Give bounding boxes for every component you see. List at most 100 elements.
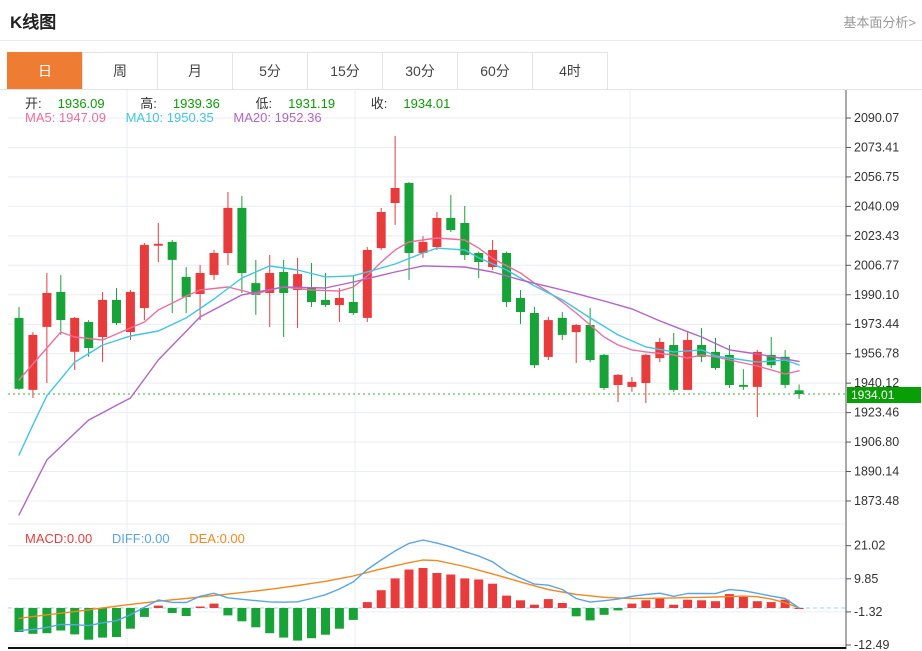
macd-bar bbox=[529, 604, 539, 608]
candle bbox=[125, 291, 135, 332]
y-axis-label: 1990.10 bbox=[854, 288, 899, 302]
ma5-line bbox=[18, 237, 800, 381]
macd-bar bbox=[585, 608, 595, 621]
ma20-line bbox=[18, 265, 800, 516]
macd-bar bbox=[627, 603, 637, 608]
y-axis-label: 1873.48 bbox=[854, 494, 899, 508]
candle bbox=[265, 273, 275, 293]
macd-bar bbox=[460, 578, 470, 608]
macd-value-legend: MACD:0.00 bbox=[25, 531, 93, 546]
macd-bar bbox=[502, 595, 512, 608]
y-axis-label: 2056.75 bbox=[854, 170, 899, 184]
current-price-tag: 1934.01 bbox=[847, 387, 921, 403]
candle bbox=[70, 317, 80, 352]
macd-bar bbox=[14, 608, 24, 632]
candle bbox=[585, 325, 595, 360]
candle bbox=[237, 207, 247, 273]
macd-bar bbox=[112, 608, 121, 637]
high-label: 高: bbox=[140, 96, 157, 111]
page-title: K线图 bbox=[10, 13, 57, 32]
macd-bar bbox=[724, 594, 734, 608]
macd-bar bbox=[334, 608, 344, 629]
candle bbox=[711, 351, 720, 368]
macd-bar bbox=[557, 603, 567, 608]
candle bbox=[669, 345, 679, 390]
candle bbox=[418, 241, 428, 253]
candle bbox=[794, 390, 804, 394]
ohlc-legend: 开: 1936.09 高: 1939.36 低: 1931.19 收: 1934.01 bbox=[25, 93, 482, 112]
candle bbox=[348, 302, 358, 313]
candle bbox=[251, 283, 261, 295]
macd-bar bbox=[543, 599, 553, 608]
ma10-line bbox=[18, 247, 800, 456]
macd-bar bbox=[139, 608, 149, 617]
candle bbox=[432, 218, 442, 247]
candle bbox=[279, 272, 289, 293]
y-axis-label: 1940.12 bbox=[854, 376, 899, 390]
open-label: 开: bbox=[25, 96, 42, 111]
macd-bar bbox=[752, 601, 762, 608]
open-value: 1936.09 bbox=[57, 96, 105, 111]
candle bbox=[167, 241, 177, 260]
candle bbox=[209, 253, 219, 275]
macd-bar bbox=[432, 573, 442, 608]
macd-bar bbox=[279, 608, 289, 638]
tab-5min[interactable]: 5分 bbox=[232, 52, 308, 90]
candle bbox=[98, 299, 108, 337]
candle bbox=[738, 384, 748, 387]
macd-bar bbox=[390, 578, 400, 608]
tab-4hour[interactable]: 4时 bbox=[532, 52, 608, 90]
candle bbox=[571, 325, 581, 333]
candle bbox=[460, 223, 470, 255]
candle bbox=[42, 293, 52, 327]
candle bbox=[752, 351, 762, 387]
tab-week[interactable]: 周 bbox=[82, 52, 158, 90]
low-label: 低: bbox=[255, 96, 273, 111]
ma-legend: MA5: 1947.09 MA10: 1950.35 MA20: 1952.36 bbox=[25, 110, 338, 125]
macd-bar bbox=[223, 608, 233, 616]
macd-bar bbox=[84, 608, 94, 640]
close-label: 收: bbox=[370, 96, 388, 111]
tab-30min[interactable]: 30分 bbox=[382, 52, 458, 90]
candle bbox=[84, 322, 94, 348]
candle bbox=[613, 374, 623, 385]
y-axis-label: 1923.46 bbox=[854, 406, 899, 420]
candle bbox=[390, 188, 400, 203]
macd-bar bbox=[362, 602, 372, 608]
macd-bar bbox=[28, 608, 38, 634]
candle bbox=[223, 207, 233, 253]
candle bbox=[195, 273, 205, 294]
tab-day[interactable]: 日 bbox=[7, 52, 83, 90]
candle bbox=[697, 345, 707, 357]
ma10-legend: MA10: 1950.35 bbox=[125, 110, 214, 125]
y-axis-label: 2090.07 bbox=[854, 111, 899, 125]
y-axis-label: 2006.77 bbox=[854, 258, 899, 272]
ma20-legend: MA20: 1952.36 bbox=[233, 110, 322, 125]
candle bbox=[153, 243, 163, 246]
high-value: 1939.36 bbox=[172, 96, 220, 111]
tab-60min[interactable]: 60分 bbox=[457, 52, 533, 90]
candle bbox=[362, 250, 372, 318]
diff-line bbox=[18, 539, 800, 632]
macd-bar bbox=[683, 599, 693, 608]
candle bbox=[641, 354, 651, 383]
candle bbox=[516, 298, 525, 312]
macd-bar bbox=[697, 600, 707, 608]
close-value: 1934.01 bbox=[403, 96, 451, 111]
candle bbox=[766, 354, 776, 366]
fundamental-analysis-link[interactable]: 基本面分析> bbox=[843, 15, 916, 30]
macd-bar bbox=[641, 600, 651, 608]
macd-bar bbox=[209, 603, 219, 608]
macd-bar bbox=[251, 608, 261, 628]
macd-bar bbox=[711, 601, 720, 608]
y-axis-label: 9.85 bbox=[854, 572, 878, 586]
candle bbox=[683, 340, 693, 390]
candle bbox=[181, 276, 191, 297]
candle bbox=[376, 212, 386, 249]
candle bbox=[321, 299, 330, 305]
candle bbox=[112, 299, 121, 324]
macd-bar bbox=[488, 583, 498, 608]
candle bbox=[293, 274, 303, 290]
